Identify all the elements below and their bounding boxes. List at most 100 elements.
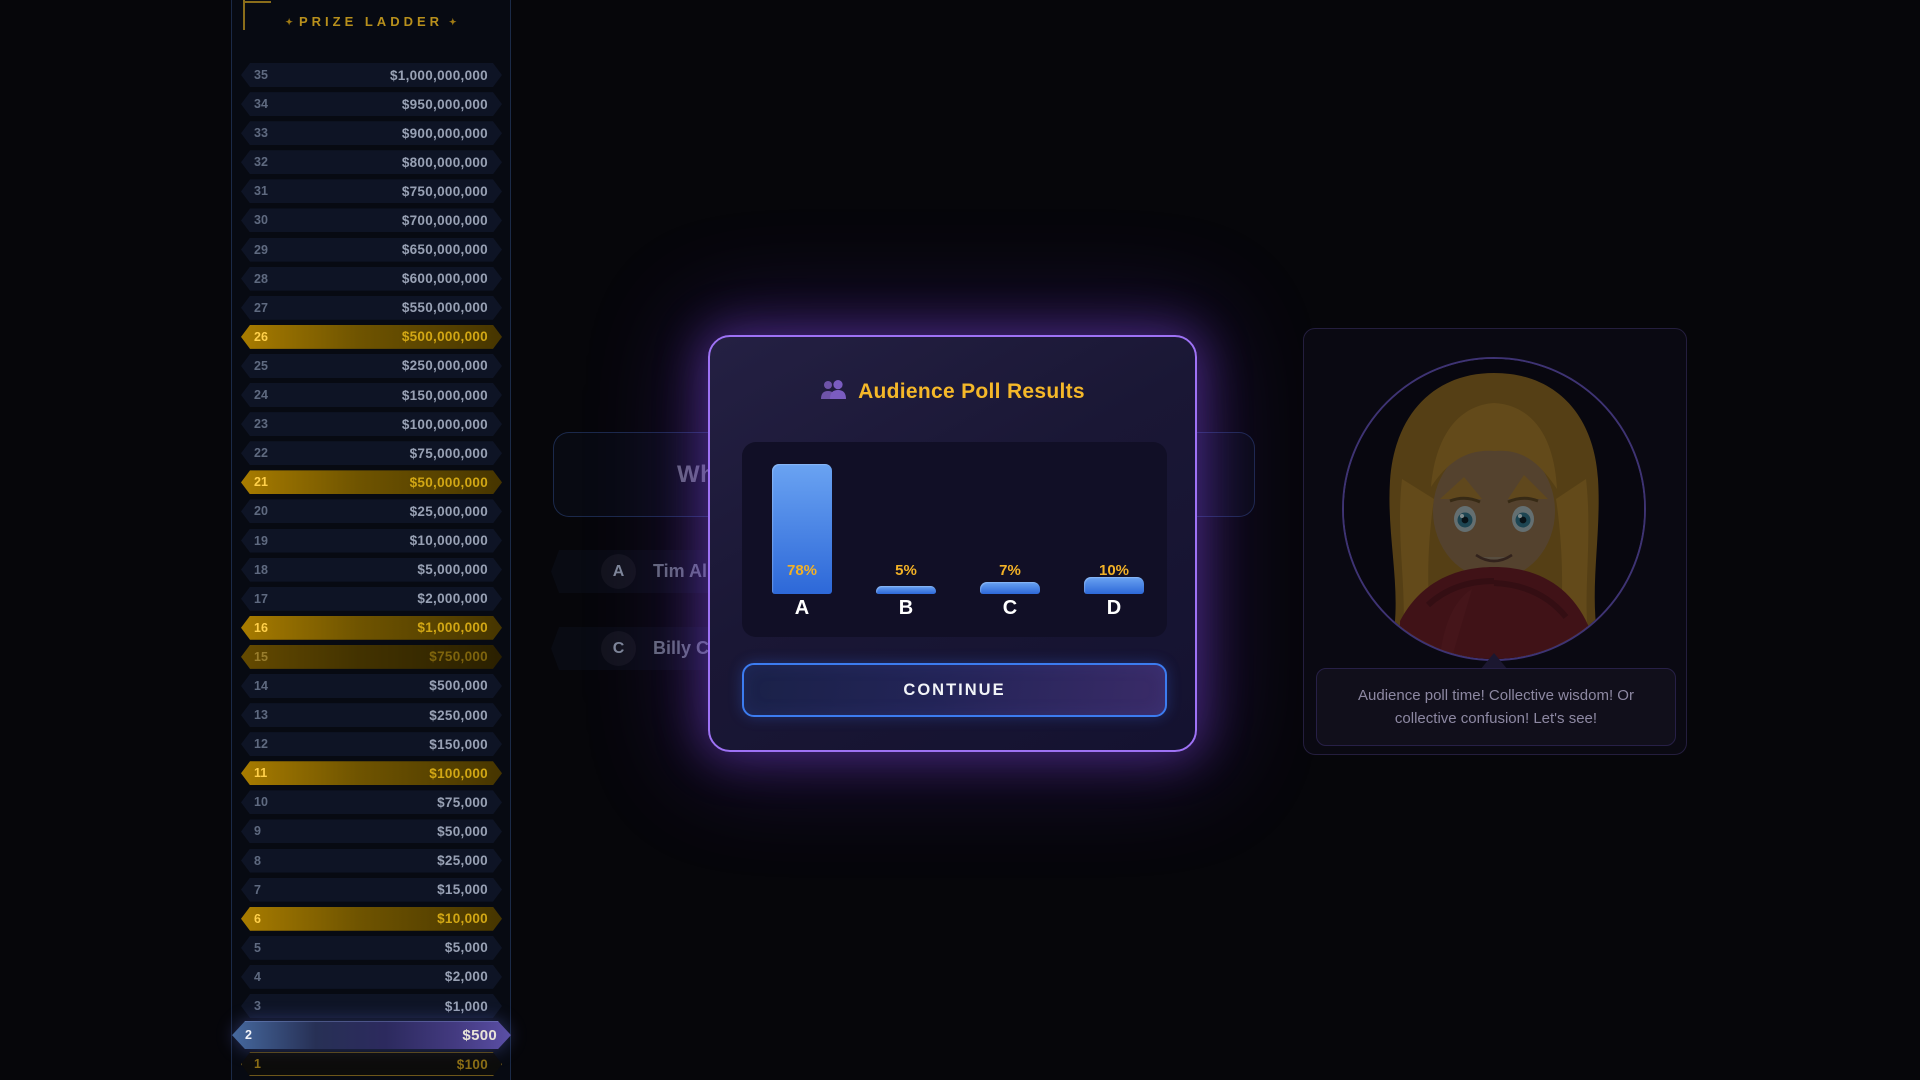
answer-letter-badge: A [601,554,636,589]
level-amount: $250,000 [429,707,488,723]
level-number: 10 [254,795,268,810]
level-number: 35 [254,68,268,82]
level-amount: $600,000,000 [401,271,488,287]
poll-bar-group-A: 78% A [772,442,832,637]
level-number: 23 [254,417,268,432]
level-number: 1 [254,1057,261,1072]
level-amount: $75,000 [437,794,488,810]
level-amount: $15,000 [437,882,488,898]
level-amount: $1,000 [444,998,488,1014]
level-number: 8 [254,853,261,868]
prize-ladder-row-34: 34 $950,000,000 [241,92,502,116]
prize-ladder-row-25: 25 $250,000,000 [241,354,502,378]
host-card: Audience poll time! Collective wisdom! O… [1303,328,1687,755]
level-number: 11 [254,766,268,781]
poll-chart: 78% A 5% B 7% C 10% D [742,442,1167,637]
level-amount: $700,000,000 [401,212,488,228]
prize-ladder-row-24: 24 $150,000,000 [241,383,502,407]
level-number: 26 [254,329,268,344]
level-number: 14 [254,678,268,693]
prize-ladder-row-14: 14 $500,000 [241,674,502,698]
prize-ladder-row-1: 1 $100 [241,1052,502,1076]
level-number: 27 [254,300,268,315]
level-number: 7 [254,882,261,897]
continue-button[interactable]: CONTINUE [742,663,1167,717]
level-number: 22 [254,446,268,461]
poll-bar-group-C: 7% C [980,442,1040,637]
level-amount: $75,000,000 [409,445,488,461]
level-amount: $100,000 [429,765,488,781]
level-amount: $25,000,000 [409,503,488,519]
ladder-corner-accent [243,1,271,3]
modal-title: Audience Poll Results [858,380,1085,403]
poll-bar-category: C [1002,597,1018,619]
level-number: 6 [254,911,261,926]
level-number: 16 [254,620,268,635]
level-amount: $2,000 [444,969,488,985]
prize-ladder-row-8: 8 $25,000 [241,849,502,873]
prize-ladder-row-12: 12 $150,000 [241,732,502,756]
level-number: 28 [254,271,268,286]
level-amount: $1,000,000,000 [389,67,488,83]
level-number: 5 [254,940,261,955]
prize-ladder-title-text: PRIZE LADDER [298,14,444,29]
prize-ladder-title: ✦ PRIZE LADDER ✦ [232,14,510,29]
level-number: 18 [254,562,268,577]
answer-letter-badge: C [601,631,636,666]
level-amount: $150,000,000 [401,387,488,403]
answer-text: Billy Cry [653,638,727,658]
level-number: 25 [254,358,268,373]
prize-ladder-row-23: 23 $100,000,000 [241,412,502,436]
level-number: 31 [254,184,268,199]
level-number: 13 [254,708,268,723]
poll-bar-group-D: 10% D [1084,442,1144,637]
poll-bar [876,586,936,594]
level-amount: $550,000,000 [401,300,488,316]
host-avatar-image [1344,359,1644,659]
level-number: 29 [254,242,268,257]
level-number: 2 [245,1028,252,1043]
level-number: 15 [254,649,268,664]
prize-ladder-row-22: 22 $75,000,000 [241,441,502,465]
level-amount: $500,000,000 [401,329,488,345]
prize-ladder-row-27: 27 $550,000,000 [241,296,502,320]
prize-ladder-row-9: 9 $50,000 [241,819,502,843]
prize-ladder-row-6: 6 $10,000 [241,907,502,931]
level-amount: $50,000,000 [409,474,488,490]
prize-ladder-row-35: 35 $1,000,000,000 [241,63,502,87]
level-number: 24 [254,388,268,403]
level-number: 34 [254,97,268,112]
prize-ladder-panel: ✦ PRIZE LADDER ✦ 35 $1,000,000,000 34 $950,00… [231,0,511,1080]
prize-ladder-row-31: 31 $750,000,000 [241,179,502,203]
level-amount: $10,000 [437,911,488,927]
level-number: 20 [254,504,268,519]
host-message: Audience poll time! Collective wisdom! O… [1358,686,1634,727]
prize-ladder-row-26: 26 $500,000,000 [241,325,502,349]
prize-ladder-row-20: 20 $25,000,000 [241,499,502,523]
prize-ladder-list: 35 $1,000,000,000 34 $950,000,000 33 $900,000… [241,63,502,1076]
level-amount: $5,000,000 [417,562,488,578]
prize-ladder-row-7: 7 $15,000 [241,878,502,902]
prize-ladder-row-11: 11 $100,000 [241,761,502,785]
prize-ladder-row-17: 17 $2,000,000 [241,587,502,611]
level-amount: $50,000 [437,823,488,839]
poll-bar-value: 10% [1098,562,1130,579]
prize-ladder-row-32: 32 $800,000,000 [241,150,502,174]
audience-poll-modal: Audience Poll Results 78% A 5% B 7% C 10% D CON… [708,335,1197,752]
level-number: 30 [254,213,268,228]
level-amount: $150,000 [429,736,488,752]
prize-ladder-row-3: 3 $1,000 [241,994,502,1018]
level-amount: $100,000,000 [401,416,488,432]
level-amount: $1,000,000 [417,620,488,636]
diamond-icon: ✦ [449,17,457,27]
level-amount: $10,000,000 [409,533,488,548]
level-number: 19 [254,533,268,548]
ladder-corner-accent [243,0,245,30]
speech-pointer [1480,653,1508,670]
poll-bar-value: 7% [999,562,1021,579]
poll-bar-group-B: 5% B [876,442,936,637]
poll-bar [772,464,832,594]
prize-ladder-row-21: 21 $50,000,000 [241,470,502,494]
prize-ladder-row-10: 10 $75,000 [241,790,502,814]
